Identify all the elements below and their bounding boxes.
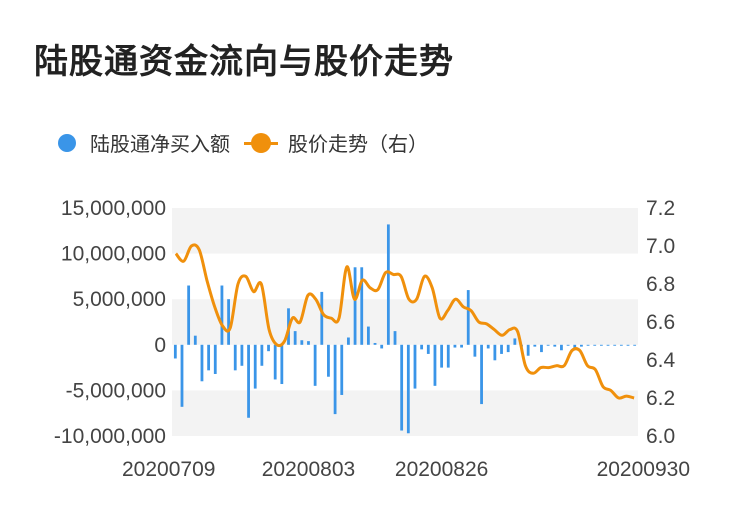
bar-mark bbox=[599, 344, 603, 346]
bar-mark bbox=[526, 344, 530, 356]
bar-mark bbox=[227, 299, 230, 345]
x-axis-tick-label: 20200826 bbox=[395, 458, 488, 481]
bar-mark bbox=[333, 344, 337, 415]
grid-band bbox=[172, 208, 638, 254]
bar-mark bbox=[506, 344, 510, 353]
bar-mark bbox=[373, 342, 377, 345]
x-axis-tick-label: 20200709 bbox=[122, 458, 215, 481]
bar-mark bbox=[566, 344, 570, 346]
right-axis-tick-label: 7.2 bbox=[646, 197, 675, 220]
bar-mark bbox=[433, 344, 437, 386]
bar-mark bbox=[393, 331, 397, 345]
left-axis-tick-label: 5,000,000 bbox=[73, 288, 166, 311]
bar-mark bbox=[466, 290, 470, 345]
right-axis-tick-label: 6.6 bbox=[646, 311, 675, 334]
bar-mark bbox=[207, 344, 211, 371]
bar-mark bbox=[386, 224, 390, 345]
bar-mark bbox=[267, 344, 270, 352]
legend-line-swatch bbox=[244, 132, 278, 153]
bar-mark bbox=[619, 344, 623, 346]
bar-mark bbox=[406, 344, 410, 434]
bar-mark bbox=[560, 344, 563, 351]
bar-mark bbox=[327, 344, 330, 377]
bar-mark bbox=[180, 344, 184, 407]
bar-mark bbox=[500, 344, 503, 354]
bar-mark bbox=[473, 344, 477, 357]
bar-mark bbox=[586, 344, 590, 346]
bar-mark bbox=[400, 344, 404, 431]
x-axis-tick-label: 20200930 bbox=[597, 458, 690, 481]
bar-mark bbox=[413, 344, 417, 389]
legend-bar-label: 陆股通净买入额 bbox=[90, 132, 230, 156]
legend-item-stock-price[interactable]: 股价走势（右） bbox=[244, 128, 428, 157]
bar-mark bbox=[453, 344, 457, 348]
bar-mark bbox=[546, 344, 550, 346]
bar-mark bbox=[426, 344, 430, 354]
bar-mark bbox=[366, 326, 370, 345]
bar-mark bbox=[213, 344, 217, 374]
bar-mark bbox=[173, 344, 177, 359]
bar-mark bbox=[347, 337, 350, 345]
bar-mark bbox=[220, 285, 224, 345]
chart-title: 陆股通资金流向与股价走势 bbox=[34, 42, 454, 82]
bar-mark bbox=[313, 344, 317, 386]
bar-mark bbox=[280, 344, 284, 385]
bar-mark bbox=[340, 344, 344, 395]
bar-mark bbox=[486, 344, 490, 349]
left-axis-tick-label: 15,000,000 bbox=[61, 197, 166, 220]
bar-mark bbox=[307, 341, 310, 345]
bar-mark bbox=[460, 344, 463, 348]
bar-mark bbox=[553, 344, 557, 347]
bar-mark bbox=[633, 344, 637, 346]
bar-mark bbox=[300, 340, 304, 345]
bar-mark bbox=[260, 344, 264, 366]
bar-mark bbox=[353, 267, 357, 345]
bar-mark bbox=[273, 344, 277, 380]
bar-mark bbox=[513, 338, 517, 345]
grid-band bbox=[172, 390, 638, 436]
bar-mark bbox=[233, 344, 237, 371]
bar-mark bbox=[493, 344, 497, 361]
x-axis-tick-label: 20200803 bbox=[262, 458, 355, 481]
right-axis-tick-label: 6.0 bbox=[646, 425, 675, 448]
legend: 陆股通净买入额 股价走势（右） bbox=[58, 128, 442, 157]
price-line bbox=[174, 243, 635, 400]
bar-mark bbox=[440, 344, 444, 368]
bar-mark bbox=[187, 285, 191, 345]
right-axis-tick-label: 7.0 bbox=[646, 235, 675, 258]
left-axis-tick-label: 0 bbox=[154, 334, 166, 357]
left-axis-tick-label: -5,000,000 bbox=[66, 379, 166, 402]
right-axis-tick-label: 6.8 bbox=[646, 273, 675, 296]
bar-mark bbox=[593, 344, 597, 346]
grid-band bbox=[172, 299, 638, 345]
bar-mark bbox=[446, 344, 450, 368]
bar-mark bbox=[247, 344, 250, 418]
left-axis-tick-label: -10,000,000 bbox=[54, 425, 166, 448]
bar-mark bbox=[193, 335, 197, 345]
bar-mark bbox=[606, 344, 610, 346]
right-axis-tick-label: 6.4 bbox=[646, 349, 676, 372]
legend-item-net-buy[interactable]: 陆股通净买入额 bbox=[58, 128, 230, 157]
left-axis-tick-label: 10,000,000 bbox=[61, 243, 166, 266]
legend-bar-swatch bbox=[58, 133, 76, 152]
bar-mark bbox=[613, 344, 617, 346]
bar-mark bbox=[293, 331, 297, 345]
right-axis-tick-label: 6.2 bbox=[646, 387, 675, 410]
bar-mark bbox=[580, 344, 583, 347]
bar-mark bbox=[573, 344, 577, 348]
bar-mark bbox=[200, 344, 204, 382]
bar-mark bbox=[626, 344, 630, 346]
legend-line-label: 股价走势（右） bbox=[288, 132, 428, 156]
bar-mark bbox=[320, 291, 324, 345]
bar-mark bbox=[380, 344, 384, 349]
bar-mark bbox=[480, 344, 483, 405]
bar-mark bbox=[533, 344, 537, 347]
bar-mark bbox=[240, 344, 244, 366]
bar-mark bbox=[253, 344, 257, 389]
bar-mark bbox=[360, 267, 364, 345]
bar-mark bbox=[540, 344, 543, 353]
bar-mark bbox=[420, 344, 424, 350]
